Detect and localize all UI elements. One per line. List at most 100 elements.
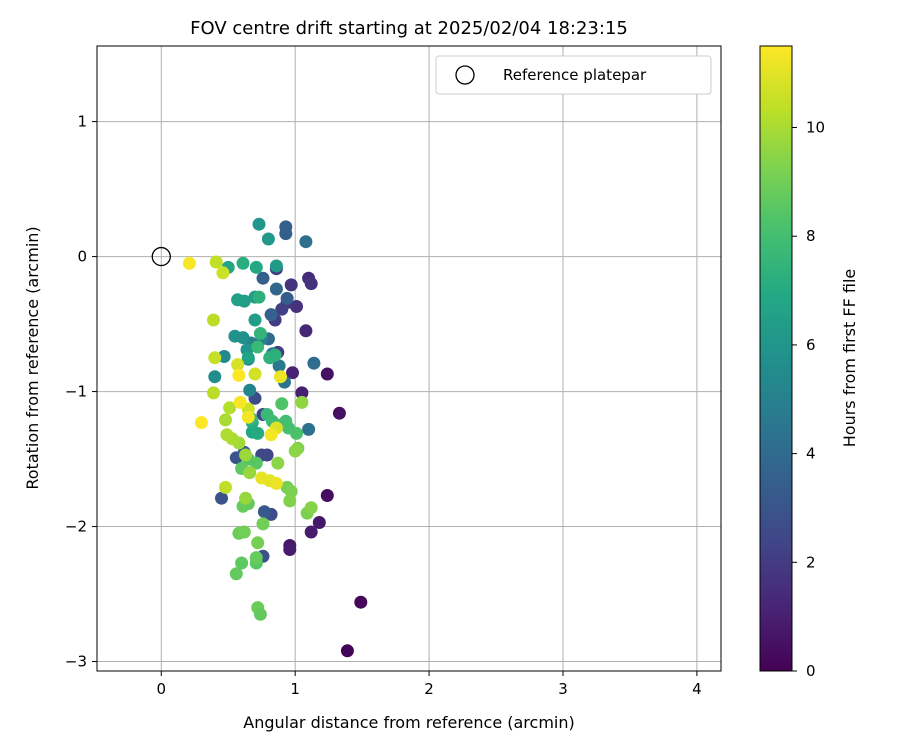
data-point bbox=[216, 266, 230, 280]
legend-box bbox=[435, 55, 712, 95]
colorbar-tick-label: 6 bbox=[806, 336, 816, 354]
legend-marker bbox=[455, 65, 475, 85]
data-point bbox=[275, 302, 289, 316]
x-tick-label: 4 bbox=[692, 680, 702, 698]
data-point bbox=[235, 556, 249, 570]
colorbar-ticks: 0 2 4 6 8 10 bbox=[792, 119, 825, 680]
y-axis-ticks: 1 0 −1 −2 −3 bbox=[65, 113, 97, 671]
data-point bbox=[253, 327, 267, 340]
data-point bbox=[249, 456, 263, 470]
data-point bbox=[286, 366, 299, 380]
data-point bbox=[194, 416, 208, 430]
data-point bbox=[264, 428, 278, 442]
data-point bbox=[237, 525, 251, 539]
x-axis-label: Angular distance from reference (arcmin) bbox=[243, 713, 574, 732]
data-point bbox=[219, 480, 232, 494]
data-point bbox=[299, 324, 313, 338]
data-point bbox=[236, 256, 250, 270]
data-point bbox=[256, 517, 270, 531]
data-point bbox=[302, 422, 316, 436]
x-tick-label: 2 bbox=[424, 680, 434, 698]
data-point bbox=[243, 466, 257, 480]
data-point bbox=[215, 491, 228, 505]
data-point bbox=[283, 494, 297, 508]
data-point bbox=[182, 256, 196, 270]
data-point bbox=[231, 358, 245, 372]
data-point bbox=[269, 282, 283, 296]
data-point bbox=[251, 426, 265, 440]
chart-title: FOV centre drift starting at 2025/02/04 … bbox=[190, 18, 628, 39]
data-point bbox=[231, 293, 245, 307]
data-point bbox=[252, 290, 266, 304]
data-point bbox=[269, 259, 283, 273]
data-point bbox=[307, 356, 321, 370]
data-point bbox=[229, 567, 243, 581]
x-tick-label: 1 bbox=[290, 680, 300, 698]
colorbar-gradient bbox=[759, 45, 793, 672]
data-point bbox=[249, 260, 263, 274]
data-point bbox=[239, 448, 253, 462]
colorbar-tick-label: 2 bbox=[806, 553, 816, 571]
data-point bbox=[269, 476, 283, 490]
data-point bbox=[272, 359, 286, 373]
data-point bbox=[233, 395, 247, 409]
data-point bbox=[208, 370, 222, 384]
x-tick-label: 3 bbox=[558, 680, 568, 698]
y-tick-label: 1 bbox=[77, 113, 87, 131]
y-tick-label: −3 bbox=[65, 653, 87, 671]
data-point bbox=[290, 426, 303, 440]
data-point bbox=[243, 383, 257, 397]
data-point bbox=[241, 410, 255, 424]
data-point bbox=[207, 386, 220, 400]
data-point bbox=[279, 227, 293, 241]
data-point bbox=[253, 607, 267, 621]
colorbar: 0 2 4 6 8 10 Hours from first FF file bbox=[759, 45, 859, 680]
data-point bbox=[304, 525, 318, 539]
colorbar-label: Hours from first FF file bbox=[840, 269, 859, 448]
data-point bbox=[252, 217, 266, 231]
legend-label: Reference platepar bbox=[503, 66, 647, 84]
data-point bbox=[248, 367, 262, 381]
data-point bbox=[249, 551, 263, 565]
data-point bbox=[280, 291, 294, 305]
legend: Reference platepar bbox=[435, 55, 712, 95]
data-point bbox=[256, 271, 270, 285]
data-point bbox=[207, 313, 220, 327]
data-points bbox=[151, 217, 368, 658]
data-point bbox=[284, 278, 298, 292]
plot-frame bbox=[96, 45, 722, 672]
data-point bbox=[268, 348, 282, 362]
y-axis-label: Rotation from reference (arcmin) bbox=[23, 226, 42, 489]
colorbar-tick-label: 0 bbox=[806, 662, 816, 680]
data-point bbox=[239, 491, 253, 505]
data-point bbox=[257, 505, 271, 519]
data-point bbox=[332, 406, 346, 420]
data-point bbox=[320, 489, 334, 502]
data-point bbox=[251, 340, 265, 354]
data-point bbox=[219, 413, 232, 427]
colorbar-tick-label: 8 bbox=[806, 227, 816, 245]
data-point bbox=[241, 351, 255, 365]
data-point bbox=[283, 543, 297, 556]
data-point bbox=[354, 595, 368, 609]
data-point bbox=[209, 255, 223, 269]
data-point bbox=[228, 329, 242, 343]
data-point bbox=[304, 277, 318, 291]
data-point bbox=[340, 644, 354, 658]
data-point bbox=[208, 351, 222, 365]
data-point bbox=[295, 386, 309, 400]
data-point bbox=[264, 308, 278, 322]
data-point bbox=[288, 444, 302, 458]
data-point bbox=[248, 313, 262, 327]
data-point bbox=[261, 232, 275, 246]
data-point bbox=[312, 516, 326, 529]
data-point bbox=[274, 370, 287, 384]
data-point bbox=[299, 235, 313, 249]
y-tick-label: −2 bbox=[65, 518, 87, 536]
colorbar-tick-label: 4 bbox=[806, 445, 816, 463]
data-point bbox=[220, 428, 234, 442]
x-tick-label: 0 bbox=[157, 680, 167, 698]
y-tick-label: −1 bbox=[65, 383, 87, 401]
reference-platepar-marker bbox=[151, 246, 171, 267]
data-point bbox=[251, 536, 265, 550]
